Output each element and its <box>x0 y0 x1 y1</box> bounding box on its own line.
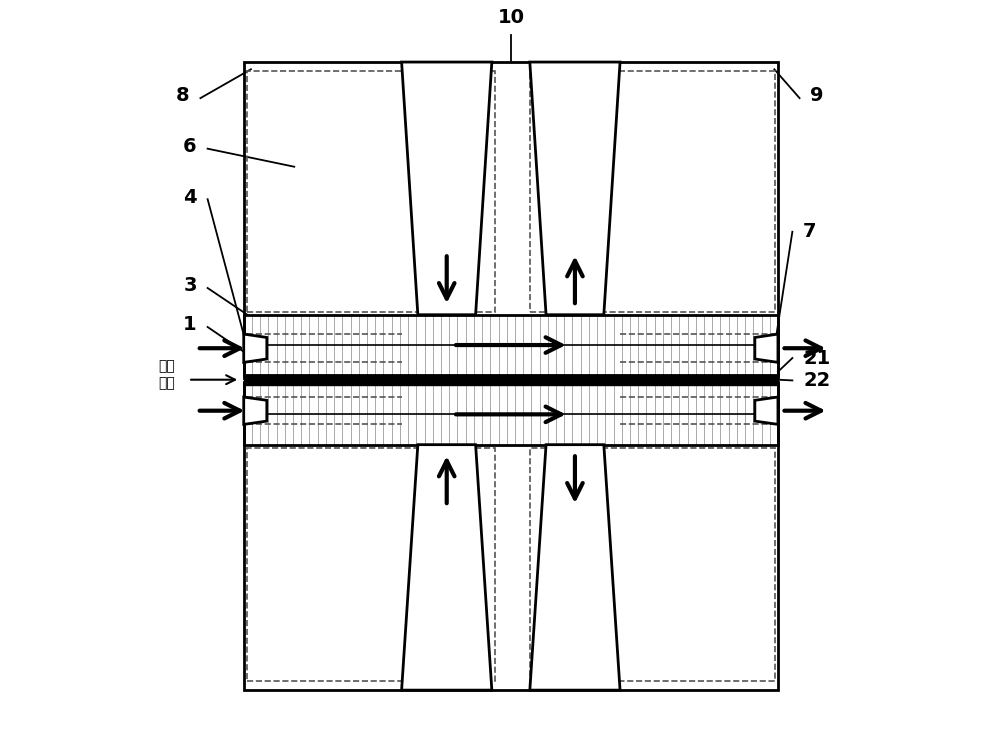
Text: 10: 10 <box>497 8 524 27</box>
Text: 21: 21 <box>803 349 830 368</box>
Polygon shape <box>244 334 267 363</box>
Polygon shape <box>755 334 778 363</box>
Bar <box>244 374 778 385</box>
Polygon shape <box>402 445 492 690</box>
Text: 3: 3 <box>183 276 197 295</box>
Text: 8: 8 <box>176 87 190 106</box>
Bar <box>530 70 775 312</box>
Text: 22: 22 <box>803 371 830 390</box>
Polygon shape <box>530 445 620 690</box>
Polygon shape <box>530 62 620 315</box>
Polygon shape <box>755 397 778 424</box>
Bar <box>244 315 778 375</box>
Polygon shape <box>244 397 267 424</box>
Bar <box>244 384 778 445</box>
Text: 4: 4 <box>183 188 197 206</box>
Bar <box>244 62 778 377</box>
Text: 通光
方向: 通光 方向 <box>158 360 175 390</box>
Bar <box>530 448 775 681</box>
Bar <box>244 382 778 690</box>
Bar <box>247 70 495 312</box>
Text: 7: 7 <box>803 222 817 241</box>
Text: 1: 1 <box>183 316 197 334</box>
Text: 9: 9 <box>810 87 824 106</box>
Text: 6: 6 <box>183 137 197 156</box>
Bar <box>247 448 495 681</box>
Polygon shape <box>402 62 492 315</box>
